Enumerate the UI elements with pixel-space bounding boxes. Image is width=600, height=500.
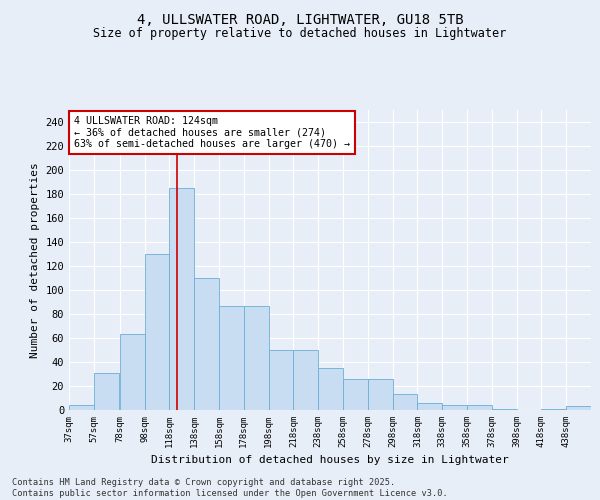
Bar xyxy=(566,406,591,410)
Bar xyxy=(318,368,343,410)
Bar xyxy=(293,350,318,410)
Bar xyxy=(442,405,467,410)
Text: 4 ULLSWATER ROAD: 124sqm
← 36% of detached houses are smaller (274)
63% of semi-: 4 ULLSWATER ROAD: 124sqm ← 36% of detach… xyxy=(74,116,350,149)
Bar xyxy=(269,350,293,410)
Bar xyxy=(244,306,269,410)
Bar xyxy=(392,394,418,410)
Bar xyxy=(94,373,119,410)
Bar xyxy=(492,409,517,410)
Bar xyxy=(418,403,442,410)
Bar xyxy=(145,254,169,410)
Text: Size of property relative to detached houses in Lightwater: Size of property relative to detached ho… xyxy=(94,28,506,40)
Bar xyxy=(368,379,392,410)
Bar xyxy=(219,306,244,410)
Bar xyxy=(343,379,368,410)
Text: 4, ULLSWATER ROAD, LIGHTWATER, GU18 5TB: 4, ULLSWATER ROAD, LIGHTWATER, GU18 5TB xyxy=(137,12,463,26)
Bar xyxy=(467,405,492,410)
Bar xyxy=(169,188,194,410)
Text: Contains HM Land Registry data © Crown copyright and database right 2025.
Contai: Contains HM Land Registry data © Crown c… xyxy=(12,478,448,498)
Y-axis label: Number of detached properties: Number of detached properties xyxy=(30,162,40,358)
Bar xyxy=(69,405,94,410)
Bar xyxy=(120,334,145,410)
Bar xyxy=(541,409,566,410)
X-axis label: Distribution of detached houses by size in Lightwater: Distribution of detached houses by size … xyxy=(151,456,509,466)
Bar xyxy=(194,278,219,410)
